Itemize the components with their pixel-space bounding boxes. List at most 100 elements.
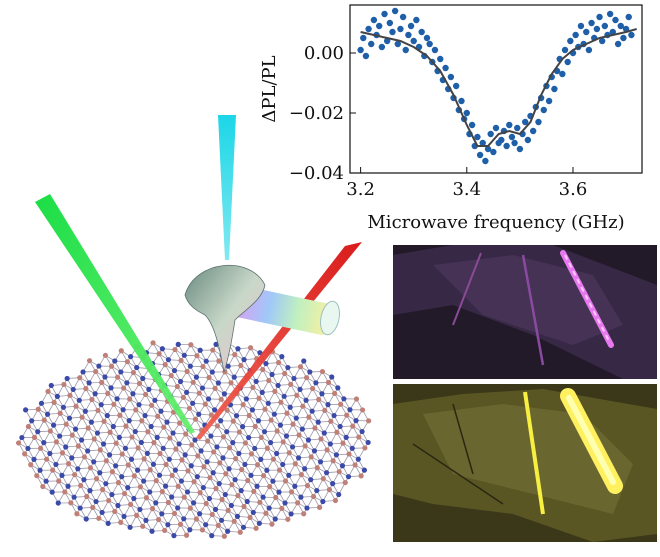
lattice-atom [224, 407, 230, 413]
lattice-atom [261, 429, 268, 435]
lattice-atom [221, 391, 228, 397]
data-point [399, 13, 407, 21]
data-point [598, 37, 606, 45]
lattice-atom [61, 381, 67, 388]
data-point [391, 7, 399, 15]
lattice-atom [173, 446, 179, 452]
lattice-atom [295, 500, 301, 506]
data-point [588, 19, 595, 27]
lattice-atom [213, 341, 219, 347]
lattice-atom [38, 400, 45, 406]
lattice-atom [124, 359, 130, 365]
lattice-atom [212, 407, 218, 413]
lattice-atom [241, 357, 247, 363]
lattice-atom [104, 412, 110, 419]
lattice-atom [171, 533, 177, 539]
data-point [468, 121, 476, 129]
lattice-atom [272, 516, 278, 522]
lattice-atom [302, 466, 308, 472]
lattice-atom [208, 433, 214, 439]
lattice-atom [254, 462, 261, 468]
lattice-atom [165, 522, 171, 528]
lattice-atom [303, 375, 310, 381]
lattice-atom [106, 497, 112, 504]
lattice-atom [249, 407, 256, 413]
lattice-atom [40, 483, 46, 490]
lattice-atom [338, 401, 344, 407]
lattice-atom [222, 491, 228, 498]
lattice-atom [242, 440, 248, 446]
lattice-atom [63, 421, 69, 427]
lattice-atom [330, 458, 336, 464]
lattice-atom [134, 512, 140, 518]
lattice-atom [282, 478, 289, 484]
lattice-atom [203, 522, 209, 528]
lattice-atom [184, 389, 190, 396]
data-point [378, 43, 386, 51]
lattice-atom [94, 430, 101, 436]
lattice-atom [253, 378, 259, 385]
lattice-atom [154, 434, 160, 440]
lattice-atom [248, 472, 254, 478]
lattice-atom [106, 452, 113, 458]
lattice-atom [268, 417, 274, 423]
lattice-atom [197, 511, 203, 517]
lattice-atom [81, 477, 87, 483]
lattice-atom [256, 395, 262, 401]
lattice-atom [316, 504, 323, 510]
lattice-atom [225, 507, 231, 514]
data-point [365, 25, 372, 33]
lattice-atom [214, 423, 221, 429]
lattice-atom [130, 391, 136, 397]
lattice-atom [276, 467, 283, 473]
lattice-atom [112, 508, 118, 515]
lattice-atom [305, 437, 311, 443]
lattice-atom [130, 369, 137, 376]
flake-edge [521, 254, 545, 366]
lattice-atom [225, 363, 231, 369]
lattice-atom [71, 494, 77, 500]
lattice-atom [84, 493, 90, 500]
lattice-atom [215, 380, 221, 386]
lattice-atom [63, 444, 69, 450]
lattice-atom [128, 456, 135, 462]
lattice-atom [183, 431, 189, 437]
lattice-atom [87, 488, 93, 494]
lattice-atom [292, 483, 298, 489]
microwave-waveguide [234, 286, 332, 335]
lattice-atom [175, 505, 181, 511]
lattice-atom [85, 448, 91, 454]
data-point [628, 31, 635, 39]
lattice-atom [112, 358, 118, 364]
lattice-atom [166, 456, 172, 462]
lattice-atom [190, 400, 196, 406]
lattice-atom [171, 510, 178, 517]
lattice-atom [25, 423, 32, 430]
lattice-atom [57, 410, 63, 416]
lattice-atom [128, 354, 134, 360]
lattice-atom [91, 436, 97, 442]
waveguide-end [320, 300, 340, 336]
data-point [386, 19, 394, 27]
lattice-atom [257, 499, 263, 505]
data-point [516, 145, 524, 153]
lattice-atom [221, 533, 227, 539]
lattice-atom [183, 532, 190, 538]
lattice-atom [107, 429, 113, 435]
lattice-atom [203, 500, 209, 507]
lattice-atom [286, 472, 292, 478]
lattice-atom [309, 408, 315, 414]
lattice-atom [29, 418, 35, 424]
lattice-atom [175, 483, 181, 489]
lattice-atom [325, 379, 332, 386]
data-point [383, 37, 391, 45]
lattice-atom [192, 416, 199, 422]
lattice-atom [342, 479, 348, 486]
lattice-atom [362, 445, 368, 451]
x-tick-label: 3.4 [452, 179, 481, 200]
lattice-atom [232, 456, 239, 462]
lattice-atom [226, 445, 233, 451]
lattice-atom [95, 407, 101, 414]
data-point [529, 127, 537, 135]
